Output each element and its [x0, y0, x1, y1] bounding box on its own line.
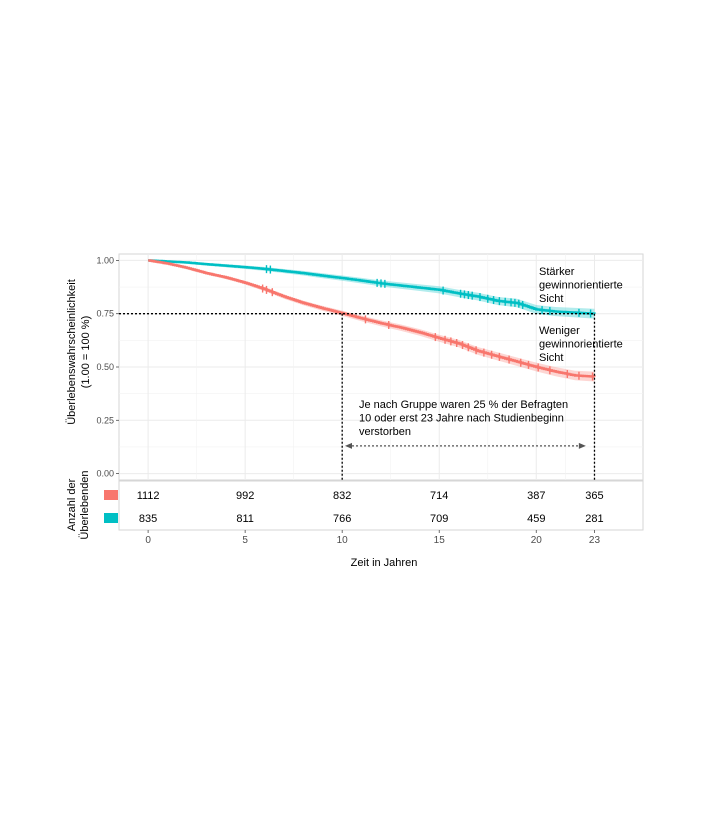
risk-count: 1112: [137, 490, 160, 502]
annotations: StärkergewinnorientierteSichtWenigergewi…: [345, 266, 623, 449]
arrow-head-left: [345, 442, 353, 449]
risk-count: 709: [430, 513, 448, 525]
x-tick-label: 5: [242, 535, 248, 546]
annotation-text-starker: Sicht: [539, 293, 563, 305]
survival-curve: [148, 259, 596, 315]
risk-table-frame: [118, 480, 644, 531]
risk-row-swatch: [104, 490, 118, 500]
y-tick-label: 0.25: [96, 415, 114, 425]
risk-table-label: Überlebenden: [79, 470, 91, 539]
x-axis-label: Zeit in Jahren: [351, 557, 418, 569]
y-tick-label: 1.00: [96, 255, 114, 265]
annotation-text-quartile: 10 oder erst 23 Jahre nach Studienbeginn: [359, 413, 564, 425]
risk-count: 992: [236, 490, 254, 502]
y-axis-label: Überlebenswahrscheinlichkeit: [66, 279, 78, 425]
risk-count: 387: [527, 490, 545, 502]
x-tick-label: 10: [337, 535, 349, 546]
risk-count: 714: [430, 490, 448, 502]
x-tick-labels: 0 5 10 15 20 23: [145, 530, 600, 546]
risk-count: 281: [585, 513, 603, 525]
annotation-text-quartile: Je nach Gruppe waren 25 % der Befragten: [359, 399, 568, 411]
x-tick-label: 23: [589, 535, 601, 546]
x-tick-label: 20: [531, 535, 543, 546]
risk-count: 835: [139, 513, 157, 525]
annotation-text-quartile: verstorben: [359, 426, 411, 438]
risk-row-swatch: [104, 513, 118, 523]
risk-count: 365: [585, 490, 603, 502]
y-axis-label-sub: (1.00 = 100 %): [80, 316, 92, 388]
annotation-text-starker: Stärker: [539, 266, 575, 278]
risk-count: 811: [236, 513, 254, 525]
annotation-text-starker: gewinnorientierte: [539, 280, 623, 292]
x-tick-label: 0: [145, 535, 151, 546]
x-tick-label: 15: [434, 535, 446, 546]
annotation-text-weniger: Sicht: [539, 352, 563, 364]
y-tick-label: 0.50: [96, 362, 114, 372]
risk-table: 1112 992 832 714 387 365 835 811 766 709 459 281 Anz…: [66, 470, 644, 540]
annotation-text-weniger: Weniger: [539, 325, 580, 337]
risk-count: 832: [333, 490, 351, 502]
arrow-head-right: [578, 442, 586, 449]
annotation-text-weniger: gewinnorientierte: [539, 339, 623, 351]
risk-count: 766: [333, 513, 351, 525]
censor-marks: [261, 265, 594, 381]
y-tick-labels: 0.00 0.25 0.50 0.75 1.00: [96, 255, 119, 479]
risk-count: 459: [527, 513, 545, 525]
y-tick-label: 0.00: [96, 469, 114, 479]
risk-table-label: Anzahl der: [66, 478, 78, 531]
y-tick-label: 0.75: [96, 309, 114, 319]
